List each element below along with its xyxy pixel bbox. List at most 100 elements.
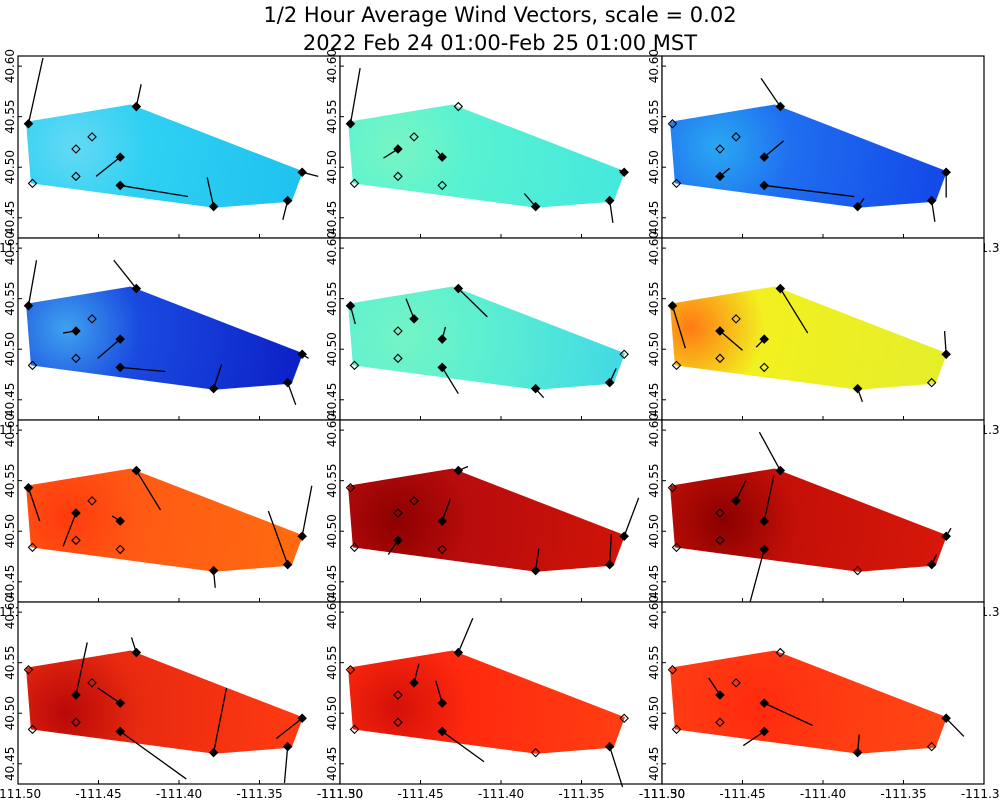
station-marker-s6 — [115, 334, 126, 344]
y-tick-label: 40.45 — [325, 747, 339, 781]
station-marker-s3 — [393, 535, 403, 546]
y-tick-label: 40.50 — [3, 150, 17, 184]
y-tick-label: 40.55 — [325, 281, 339, 315]
station-marker-s4 — [715, 690, 725, 700]
wind-vector-s8 — [760, 77, 781, 107]
field-shading — [348, 286, 625, 390]
station-marker-s9 — [530, 383, 541, 394]
station-marker-s2 — [349, 178, 360, 189]
station-marker-s10 — [926, 741, 937, 752]
station-marker-s2 — [27, 724, 38, 735]
field-shading — [348, 104, 625, 208]
field-shading — [670, 104, 947, 208]
station-marker-s6 — [115, 152, 126, 162]
station-marker-s7 — [759, 726, 770, 737]
station-marker-s1 — [345, 300, 356, 311]
station-marker-s10 — [282, 195, 293, 206]
station-marker-s10 — [604, 377, 615, 388]
station-marker-s8 — [775, 647, 786, 658]
station-marker-s5 — [87, 132, 97, 142]
field-shading — [26, 286, 303, 390]
station-marker-s5 — [409, 496, 419, 506]
station-marker-s1 — [345, 664, 356, 675]
station-marker-s9 — [208, 747, 219, 758]
wind-vector-s6 — [763, 140, 784, 158]
station-marker-s7 — [437, 726, 448, 737]
wind-vector-s1 — [349, 68, 361, 124]
y-tick-label: 40.50 — [3, 332, 17, 366]
panel-7: -111.50-111.45-111.40-111.35-111.3040.45… — [0, 413, 363, 619]
wind-vector-s11 — [623, 497, 640, 537]
wind-vector-s9 — [212, 687, 228, 753]
field-shading — [348, 650, 625, 754]
station-marker-s1 — [667, 664, 678, 675]
panel-12: -111.50 -111.45 -111.40 -111.35 -111.30 40.45… — [639, 595, 1000, 800]
y-tick-label: 40.60 — [3, 595, 17, 629]
wind-vector-s5 — [735, 480, 747, 502]
x-tick-label: -111.35 — [880, 787, 926, 800]
y-tick-label: 40.60 — [647, 413, 661, 447]
y-tick-label: 40.55 — [3, 281, 17, 315]
station-marker-s11 — [941, 713, 951, 724]
station-marker-s4 — [71, 144, 81, 154]
station-marker-s6 — [437, 152, 448, 162]
station-marker-s6 — [115, 698, 126, 708]
field-shading — [26, 650, 303, 754]
station-marker-s2 — [349, 724, 360, 735]
station-marker-s2 — [671, 542, 682, 553]
wind-vector-s4 — [75, 642, 88, 696]
y-tick-label: 40.45 — [3, 201, 17, 235]
station-marker-s11 — [941, 349, 951, 360]
station-marker-s3 — [715, 717, 725, 728]
station-marker-s4 — [715, 326, 725, 336]
panel-grid: -111.50 -111.45 -111.40 -111.35 -111.30 40.45… — [0, 49, 1000, 800]
x-tick-label: -111.50 — [639, 787, 685, 800]
station-marker-s2 — [671, 178, 682, 189]
station-marker-s5 — [87, 678, 97, 688]
x-tick-label: -111.40 — [478, 787, 524, 800]
station-marker-s4 — [71, 690, 81, 700]
x-tick-label: -111.45 — [75, 787, 121, 800]
panel-9: -111.50-111.45-111.40-111.35-111.3040.45… — [639, 413, 1000, 619]
station-marker-s3 — [715, 535, 725, 546]
station-marker-s11 — [941, 531, 951, 542]
station-marker-s9 — [852, 565, 863, 576]
x-tick-label: -111.35 — [558, 787, 604, 800]
station-marker-s5 — [731, 496, 741, 506]
y-tick-label: 40.45 — [325, 201, 339, 235]
figure-title-line2: 2022 Feb 24 01:00-Feb 25 01:00 MST — [303, 31, 697, 55]
wind-vector-s9 — [206, 177, 215, 207]
y-tick-label: 40.60 — [647, 595, 661, 629]
station-marker-s10 — [926, 377, 937, 388]
wind-vector-s8 — [457, 617, 474, 653]
x-tick-label: -111.30 — [317, 787, 363, 800]
station-marker-s3 — [71, 717, 81, 728]
station-marker-s10 — [926, 559, 937, 570]
y-tick-label: 40.45 — [325, 565, 339, 599]
x-tick-label: -111.30 — [961, 787, 1000, 800]
station-marker-s1 — [345, 482, 356, 493]
y-tick-label: 40.50 — [325, 150, 339, 184]
station-marker-s8 — [453, 465, 464, 476]
wind-vector-s8 — [457, 288, 488, 318]
station-marker-s10 — [604, 741, 615, 752]
y-tick-label: 40.50 — [325, 332, 339, 366]
wind-vector-s4 — [62, 512, 77, 547]
x-tick-label: -111.45 — [397, 787, 443, 800]
y-tick-label: 40.60 — [3, 231, 17, 265]
station-marker-s2 — [671, 360, 682, 371]
x-tick-label: -111.45 — [719, 787, 765, 800]
station-marker-s11 — [297, 167, 307, 178]
station-marker-s2 — [349, 360, 360, 371]
y-tick-label: 40.55 — [3, 463, 17, 497]
y-tick-label: 40.55 — [647, 645, 661, 679]
station-marker-s9 — [530, 747, 541, 758]
station-marker-s4 — [393, 326, 403, 336]
station-marker-s8 — [131, 283, 142, 294]
station-marker-s11 — [297, 713, 307, 724]
y-tick-label: 40.55 — [325, 645, 339, 679]
y-tick-label: 40.50 — [647, 332, 661, 366]
y-tick-label: 40.45 — [325, 383, 339, 417]
station-marker-s11 — [297, 349, 307, 360]
wind-vector-s8 — [779, 288, 809, 334]
